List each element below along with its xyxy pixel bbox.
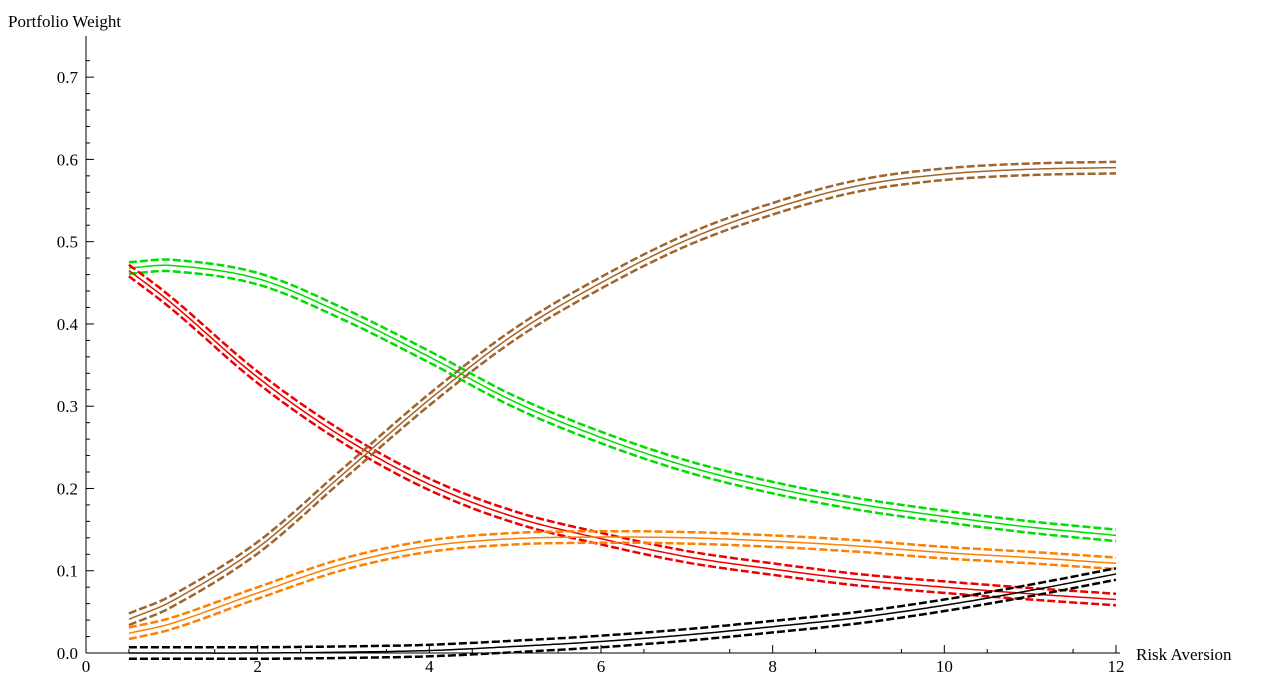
series-2 [128,160,1117,627]
series-3-line [128,536,1117,635]
x-tick-label: 12 [1108,657,1125,676]
series-1-lower-band [128,275,1117,607]
series-layer [128,160,1117,661]
y-tick-label: 0.0 [57,644,78,663]
y-axis-title: Portfolio Weight [8,12,121,31]
series-0 [128,258,1117,543]
series-0-lower-band [128,269,1117,543]
series-0-line [128,264,1117,537]
x-axis-ticks: 0 2 4 6 8 10 12 [82,645,1125,676]
y-axis-ticks: 0.0 0.1 0.2 0.3 0.4 0.5 0.6 0.7 [57,60,94,663]
x-tick-label: 4 [425,657,434,676]
series-0-upper-band [128,258,1117,531]
y-tick-label: 0.5 [57,233,78,252]
x-tick-label: 6 [597,657,606,676]
series-1-upper-band [128,263,1117,596]
y-tick-label: 0.6 [57,150,78,169]
y-tick-label: 0.1 [57,562,78,581]
x-tick-label: 10 [936,657,953,676]
x-tick-label: 8 [768,657,777,676]
series-3-lower-band [128,541,1117,641]
series-4 [128,567,1117,661]
x-axis-title: Risk Aversion [1136,645,1232,664]
series-2-upper-band [128,160,1116,615]
x-tick-label: 0 [82,657,91,676]
series-3-upper-band [128,529,1117,629]
x-tick-label: 2 [253,657,262,676]
y-tick-label: 0.7 [57,68,79,87]
series-3 [128,529,1117,641]
y-tick-label: 0.4 [57,315,79,334]
y-tick-label: 0.3 [57,397,78,416]
y-tick-label: 0.2 [57,479,78,498]
series-2-line [128,166,1117,620]
series-2-lower-band [128,172,1117,627]
